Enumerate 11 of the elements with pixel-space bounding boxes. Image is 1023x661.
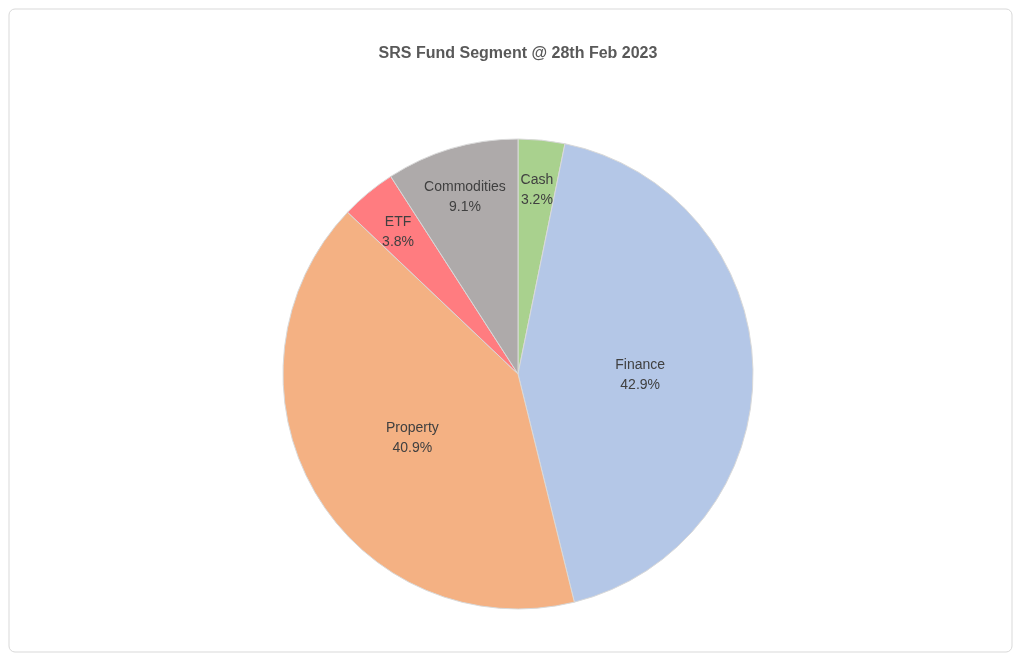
- slice-label: Property: [385, 419, 439, 436]
- data-label: 42.9%: [620, 375, 661, 392]
- data-label: 9.1%: [448, 197, 481, 214]
- data-label: 3.2%: [520, 190, 553, 207]
- chart-title: SRS Fund Segment @ 28th Feb 2023: [378, 44, 658, 61]
- slice-label: Cash: [520, 170, 554, 187]
- slice-label: Finance: [615, 355, 666, 372]
- slice-label: ETF: [384, 213, 412, 230]
- data-label: 40.9%: [392, 439, 433, 456]
- data-label: 3.8%: [382, 233, 415, 250]
- slice-label: Commodities: [424, 177, 506, 194]
